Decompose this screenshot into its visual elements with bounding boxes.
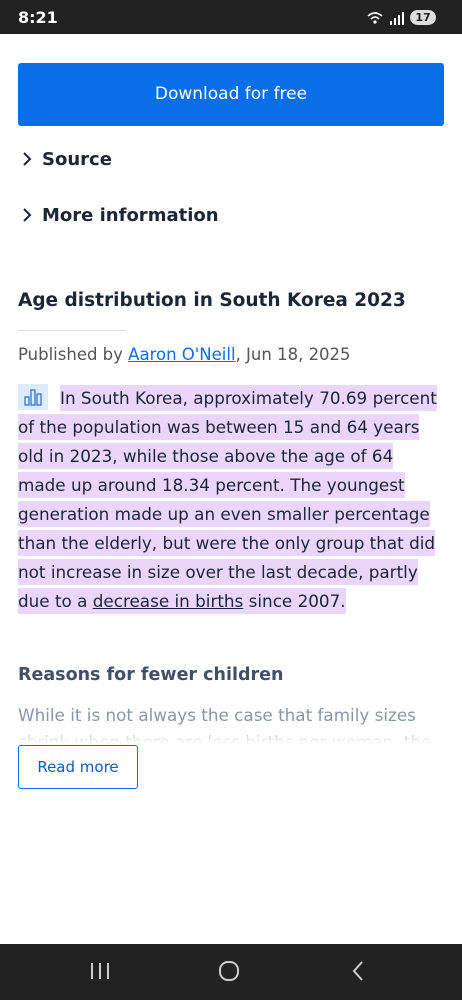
chart-icon xyxy=(18,384,48,410)
expander-label: More information xyxy=(42,205,219,226)
expander-label: Source xyxy=(42,149,112,170)
recent-apps[interactable] xyxy=(91,963,109,979)
author-link[interactable]: Aaron O'Neill xyxy=(128,345,236,364)
home[interactable] xyxy=(219,961,239,981)
time: 8:21 xyxy=(18,8,58,27)
status-bar: 8:21 17 xyxy=(0,0,462,34)
births-link[interactable]: decrease in births xyxy=(92,591,244,611)
text: In South Korea, approximately 70.69 perc… xyxy=(18,388,437,611)
text: since 2007. xyxy=(243,591,346,611)
battery: 17 xyxy=(410,10,436,25)
subheading: Reasons for fewer children xyxy=(18,665,284,685)
read-more-button[interactable]: Read more xyxy=(18,745,138,789)
paragraph: In South Korea, approximately 70.69 perc… xyxy=(18,384,444,616)
back[interactable] xyxy=(352,961,363,981)
chevron xyxy=(23,152,32,166)
download-button[interactable]: Download for free xyxy=(18,63,444,126)
byline-date: , Jun 18, 2025 xyxy=(235,345,351,364)
nav-icons xyxy=(91,961,363,981)
nav-bar xyxy=(0,944,462,1000)
divider xyxy=(18,330,126,331)
teaser-text: While it is not always the case that fam… xyxy=(18,705,432,746)
more-info-expander[interactable]: More information xyxy=(22,205,219,226)
article-title: Age distribution in South Korea 2023 xyxy=(18,290,406,311)
signal-icons xyxy=(367,12,404,25)
byline-prefix: Published by xyxy=(18,345,129,364)
byline: Published by Aaron O'Neill, Jun 18, 2025 xyxy=(18,345,351,364)
chevron xyxy=(23,208,32,222)
paragraph-text: In South Korea, approximately 70.69 perc… xyxy=(18,385,437,614)
source-expander[interactable]: Source xyxy=(22,149,112,170)
